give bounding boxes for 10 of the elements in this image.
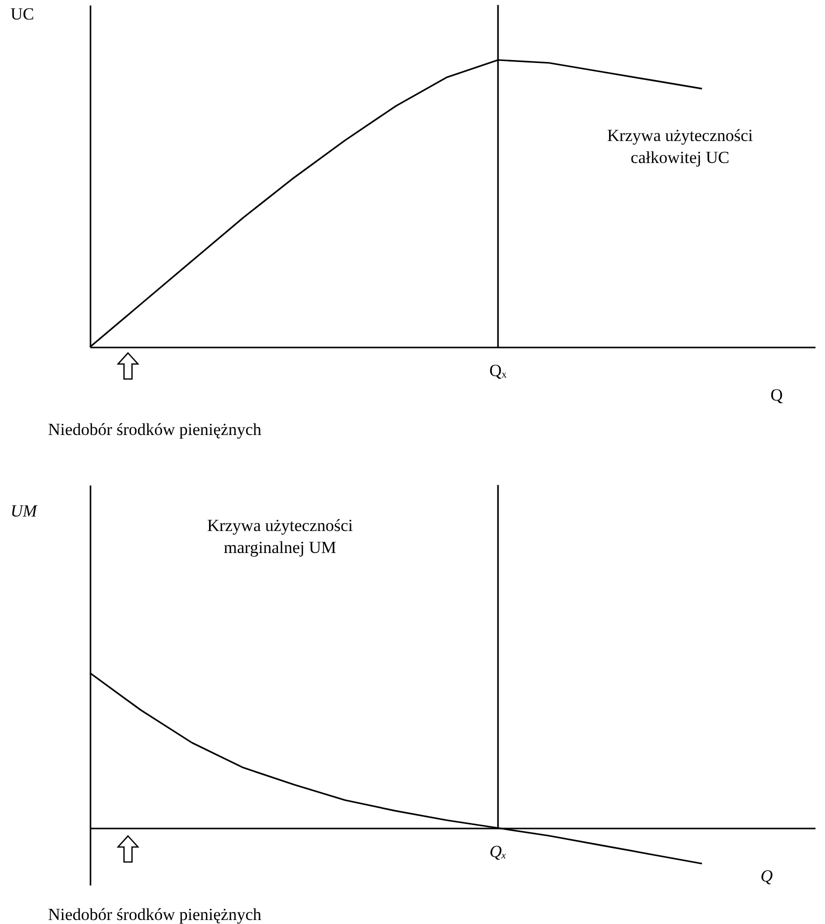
text: Qₓ: [489, 361, 507, 380]
x-axis-title: Q: [770, 386, 783, 404]
text: Niedobór środków pieniężnych: [48, 420, 262, 440]
text: Krzywa użyteczności marginalnej UM: [206, 515, 354, 559]
y-axis-title: UC: [10, 4, 34, 24]
text: Niedobór środków pieniężnych: [48, 905, 262, 924]
y-axis-title: UM: [10, 502, 38, 520]
x-axis-title: Q: [760, 866, 773, 886]
annotation: Qₓ: [489, 842, 507, 861]
annotation: Krzywa użyteczności całkowitej UC: [606, 125, 754, 169]
